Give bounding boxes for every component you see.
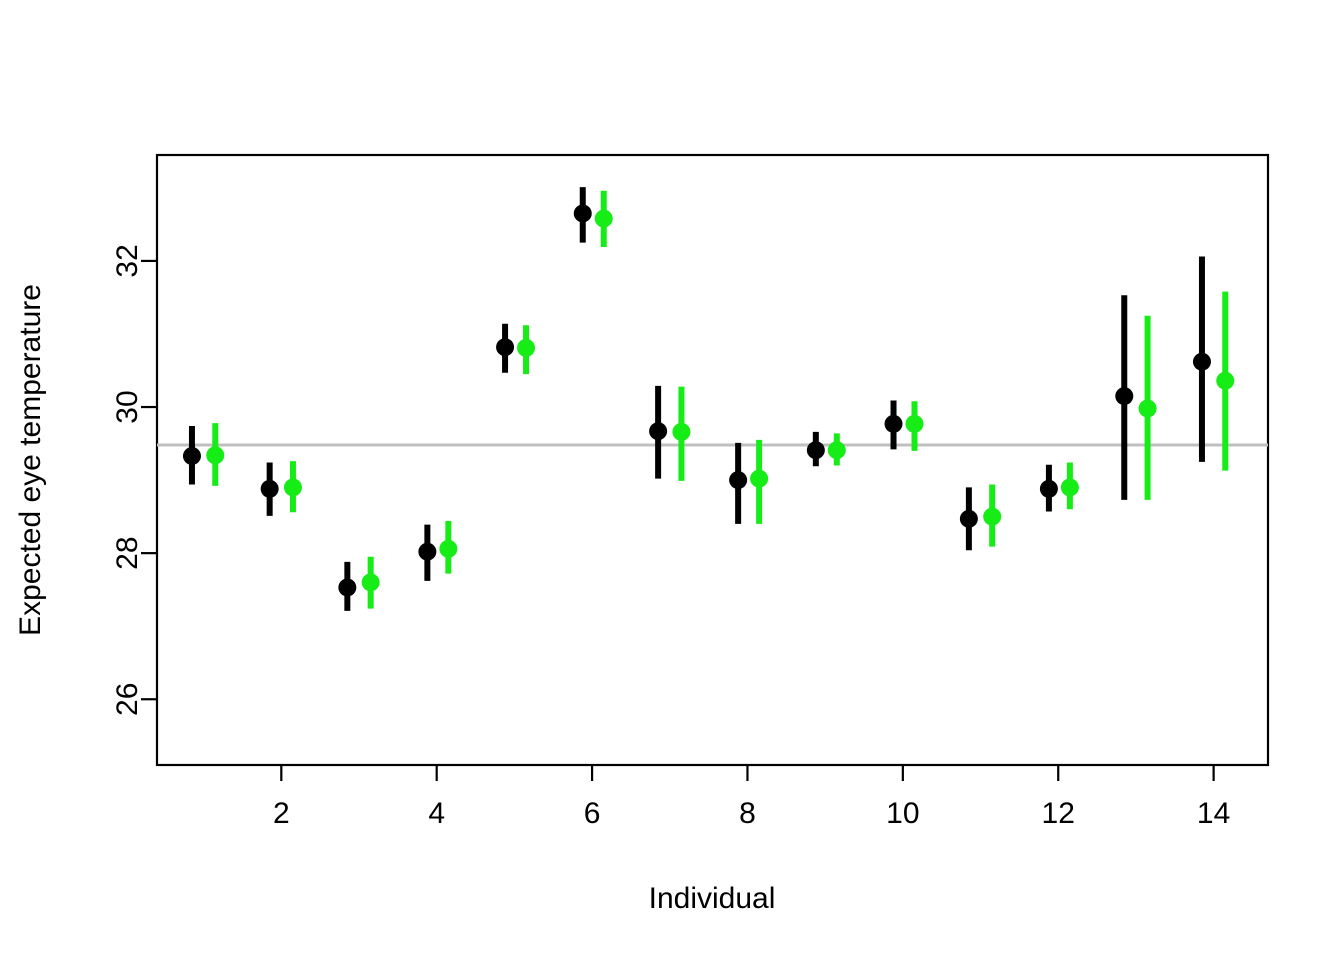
point-marker — [959, 509, 978, 528]
data-point — [1115, 295, 1134, 500]
x-tick-label: 10 — [886, 797, 919, 830]
data-point — [672, 386, 691, 481]
point-marker — [338, 578, 357, 597]
data-point — [750, 439, 769, 524]
point-marker — [439, 539, 458, 558]
point-marker — [283, 478, 302, 497]
data-point — [959, 487, 978, 551]
data-point — [439, 521, 458, 574]
data-point — [884, 400, 903, 450]
y-tick-label: 26 — [111, 683, 144, 716]
series-green — [206, 190, 1235, 609]
data-point — [905, 401, 924, 451]
x-tick-label: 12 — [1042, 797, 1075, 830]
point-marker — [1216, 371, 1235, 390]
x-axis-ticks: 2 4 6 8 10 12 14 — [273, 765, 1230, 830]
data-point — [983, 484, 1002, 547]
point-marker — [1039, 479, 1058, 498]
data-point — [418, 524, 437, 581]
y-tick-label: 28 — [111, 536, 144, 569]
data-point — [1192, 256, 1211, 462]
data-point — [1039, 464, 1058, 512]
x-tick-label: 14 — [1197, 797, 1230, 830]
x-axis-title: Individual — [649, 882, 776, 915]
data-point — [729, 442, 748, 524]
x-tick-label: 2 — [273, 797, 290, 830]
point-marker — [594, 209, 613, 228]
data-point — [260, 462, 279, 516]
y-axis-ticks: 26 28 30 32 — [111, 244, 157, 716]
point-marker — [905, 414, 924, 433]
y-tick-label: 30 — [111, 390, 144, 423]
data-point — [1138, 315, 1157, 500]
data-point — [1216, 291, 1235, 471]
data-point — [182, 426, 201, 485]
series-black — [182, 187, 1211, 611]
point-marker — [361, 573, 380, 592]
point-marker — [750, 469, 769, 488]
point-marker — [649, 422, 668, 441]
y-tick-label: 32 — [111, 244, 144, 277]
data-point — [283, 461, 302, 513]
point-marker — [517, 338, 536, 357]
point-marker — [206, 446, 225, 465]
point-marker — [1060, 478, 1079, 497]
point-marker — [1138, 399, 1157, 418]
point-marker — [418, 542, 437, 561]
data-point — [206, 423, 225, 486]
data-point — [496, 323, 515, 373]
data-point — [806, 431, 825, 467]
point-marker — [573, 204, 592, 223]
point-marker — [806, 441, 825, 460]
data-point — [361, 556, 380, 609]
x-tick-label: 8 — [739, 797, 756, 830]
point-marker — [496, 338, 515, 357]
point-marker — [827, 441, 846, 460]
data-point — [649, 385, 668, 479]
data-point — [594, 190, 613, 248]
y-axis-title: Expected eye temperature — [14, 284, 47, 636]
point-marker — [182, 446, 201, 465]
point-marker — [983, 507, 1002, 526]
point-marker — [884, 414, 903, 433]
x-tick-label: 6 — [584, 797, 601, 830]
data-point — [1060, 462, 1079, 510]
data-point — [573, 187, 592, 243]
point-marker — [1115, 387, 1134, 406]
x-tick-label: 4 — [428, 797, 445, 830]
point-marker — [1192, 352, 1211, 371]
data-point — [338, 561, 357, 611]
data-point — [517, 325, 536, 375]
point-marker — [672, 422, 691, 441]
point-marker — [260, 479, 279, 498]
point-marker — [729, 471, 748, 490]
data-point — [827, 433, 846, 466]
plot-frame — [155, 153, 1270, 767]
